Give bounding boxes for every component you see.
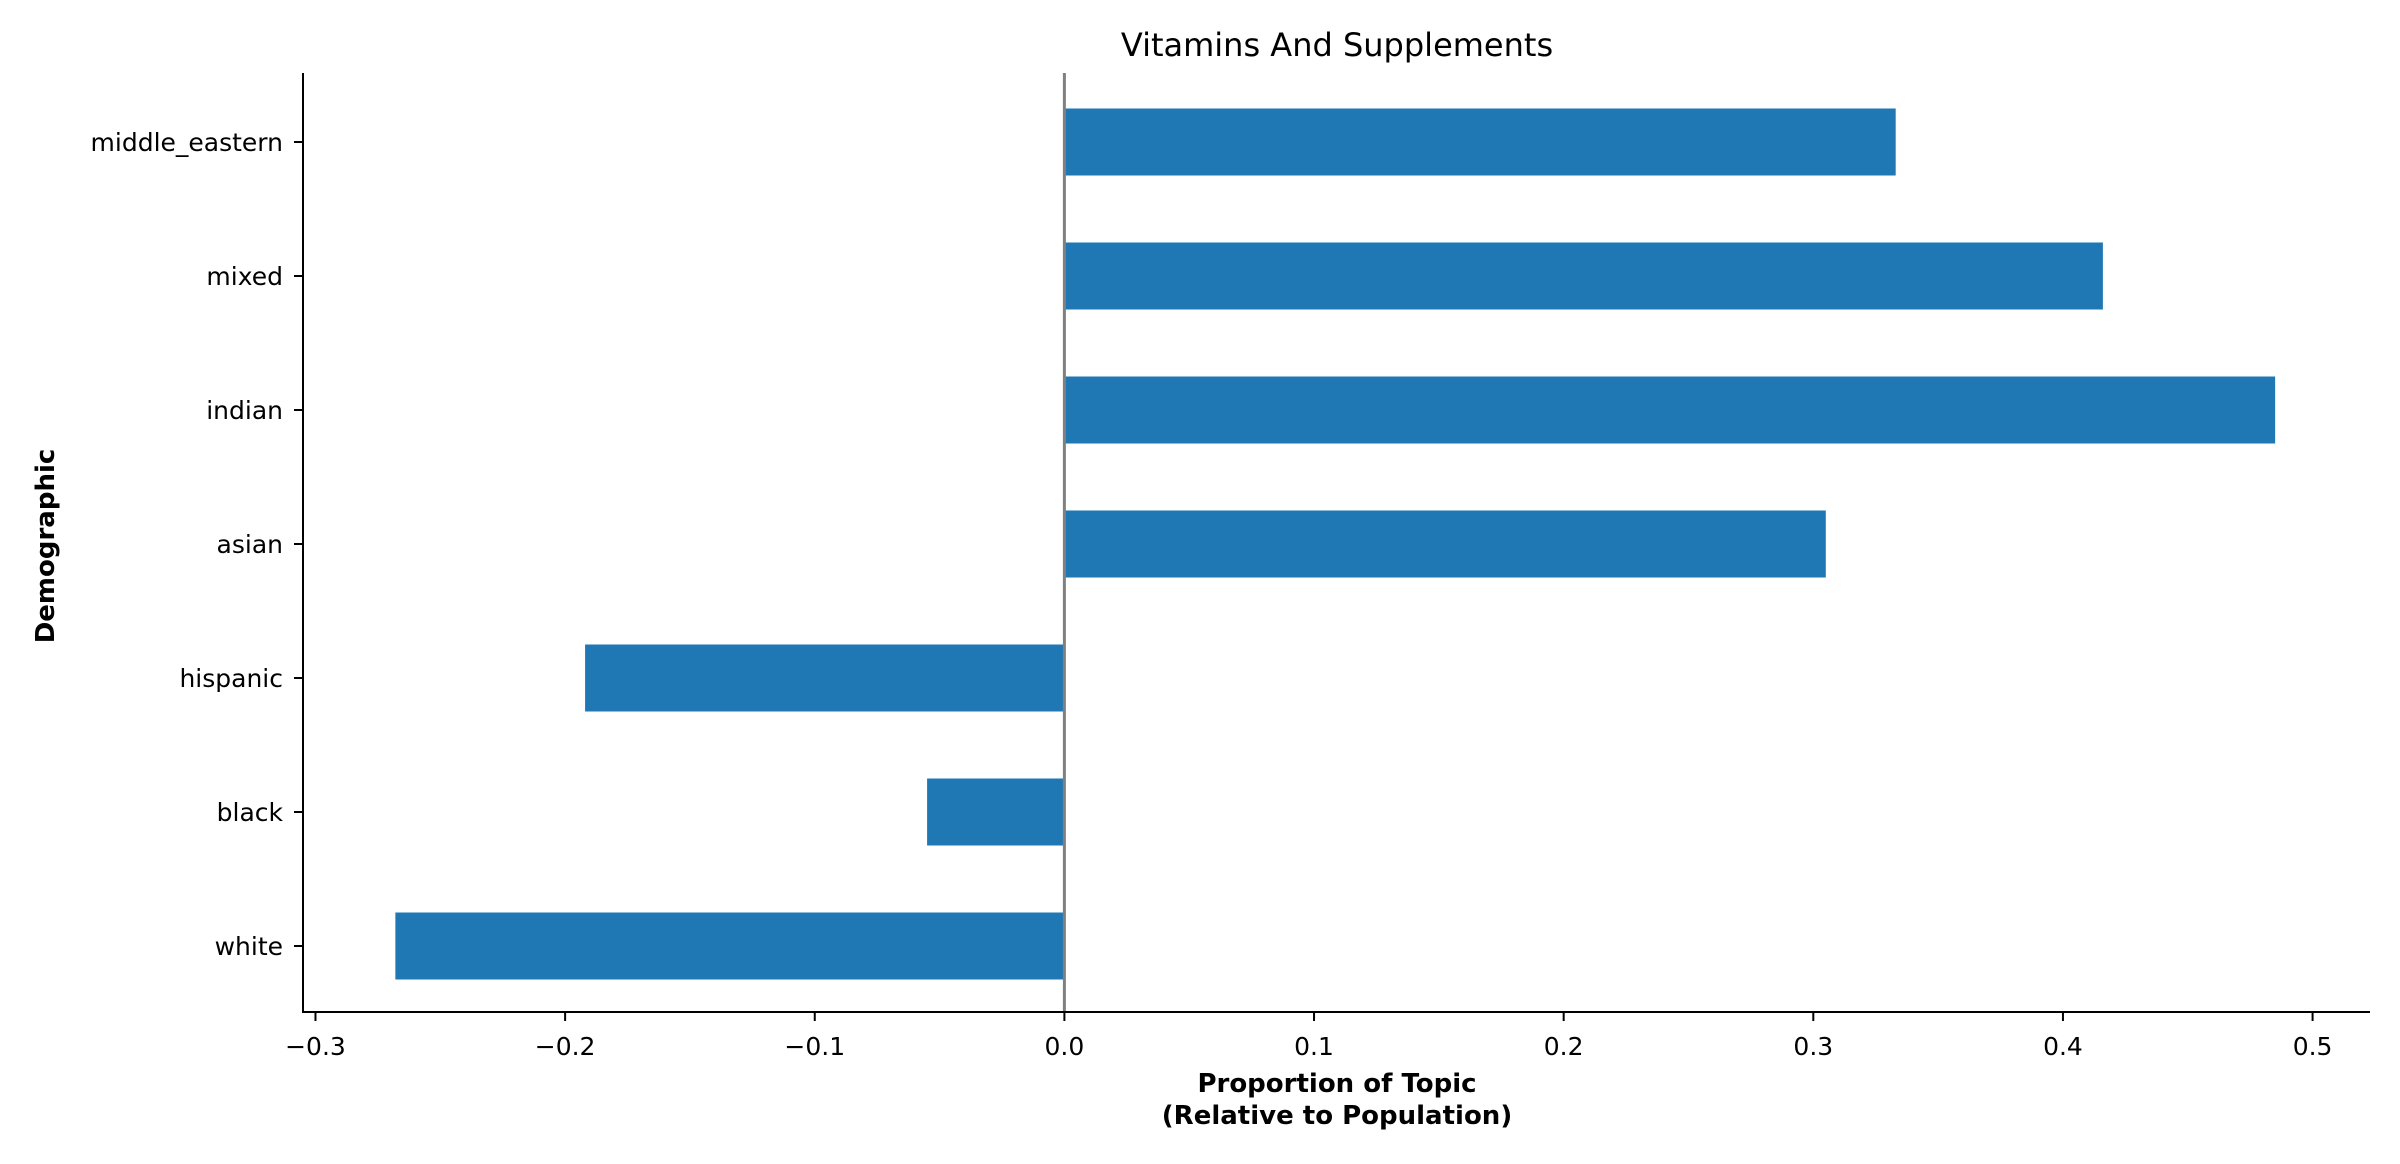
x-tick-label: 0.5 [2293,1032,2333,1061]
x-axis-ticks: −0.3 −0.2 −0.1 0.0 0.1 0.2 0.3 0.4 0.5 [285,1012,2332,1061]
bar-white [395,912,1065,980]
x-tick-label: −0.3 [285,1032,346,1061]
bar-black [927,778,1065,846]
bar-asian [1064,510,1826,578]
x-tick-label: −0.2 [535,1032,596,1061]
x-tick-label: 0.3 [1793,1032,1833,1061]
y-tick-label: black [217,798,284,827]
x-axis-label-line1: Proportion of Topic [1197,1069,1476,1099]
bar-indian [1064,376,2276,444]
x-tick-label: 0.2 [1544,1032,1584,1061]
x-tick-label: 0.0 [1045,1032,1085,1061]
y-tick-label: asian [217,530,283,559]
x-tick-label: 0.1 [1294,1032,1334,1061]
y-tick-label: middle_eastern [91,128,283,157]
y-tick-label: mixed [206,262,283,291]
y-tick-label: white [215,932,283,961]
y-axis-label: Demographic [31,449,61,644]
bar-middle_eastern [1064,108,1896,176]
x-axis-label-line2: (Relative to Population) [1162,1101,1512,1131]
bars-group [395,108,2276,980]
bar-mixed [1064,242,2103,310]
y-tick-label: indian [206,396,283,425]
y-tick-label: hispanic [179,664,283,693]
chart-title: Vitamins And Supplements [1121,26,1553,64]
bar-hispanic [585,644,1065,712]
x-tick-label: 0.4 [2043,1032,2083,1061]
x-tick-label: −0.1 [784,1032,845,1061]
